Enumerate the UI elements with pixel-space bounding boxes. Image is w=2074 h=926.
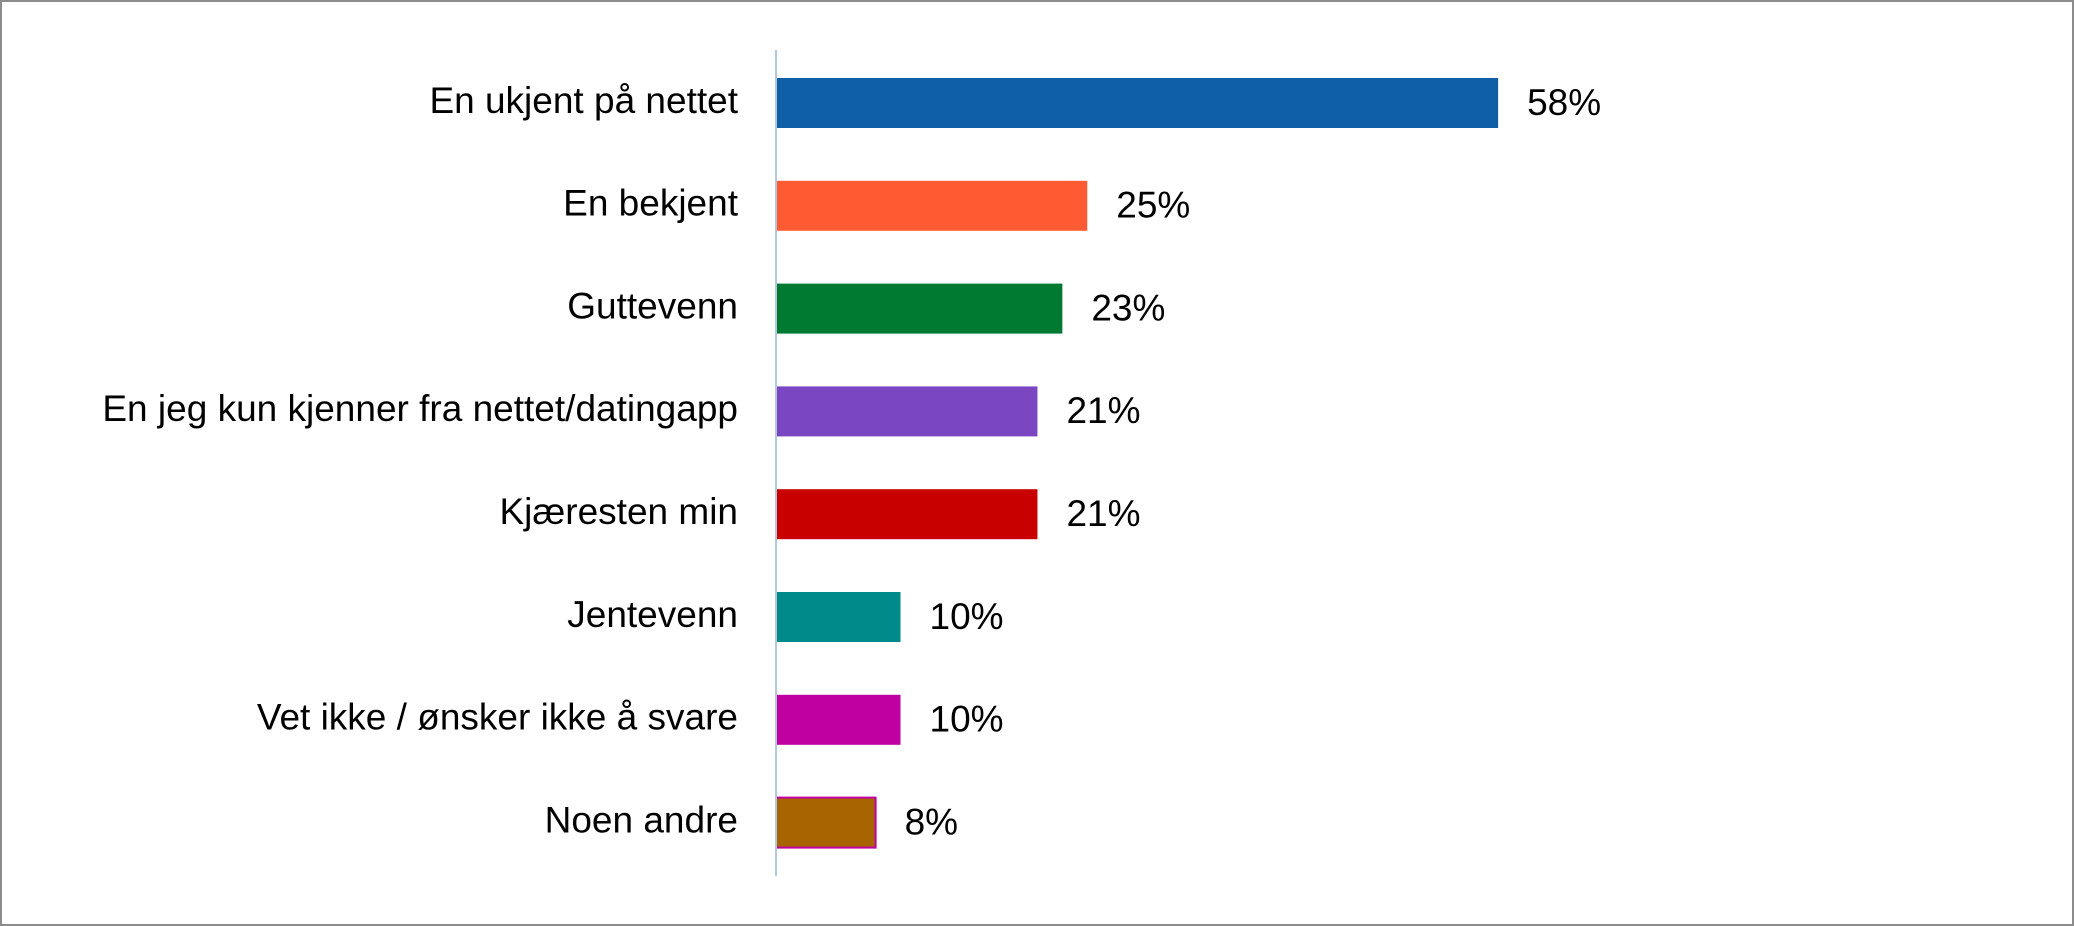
bar [776,592,901,642]
bar [776,489,1038,540]
value-label: 25% [1116,185,1190,226]
category-label: Vet ikke / ønsker ikke å svare [257,697,738,738]
category-label: Kjæresten min [499,491,738,532]
category-label: Noen andre [545,799,738,840]
bar [776,283,1063,334]
category-label: En bekjent [563,183,739,224]
value-label: 8% [905,801,958,842]
value-label: 23% [1091,287,1165,328]
value-label: 58% [1527,82,1601,123]
category-label: En ukjent på nettet [429,80,738,121]
bar [776,180,1088,231]
value-label: 21% [1066,493,1140,534]
bar [776,78,1499,128]
category-label: En jeg kun kjenner fra nettet/datingapp [102,388,738,429]
value-label: 10% [930,699,1004,740]
value-label: 10% [930,596,1004,637]
category-label: Jentevenn [567,594,738,635]
bar [775,796,877,849]
bar [776,386,1038,437]
value-label: 21% [1066,390,1140,431]
bar [776,694,901,745]
category-label: Guttevenn [567,285,738,326]
